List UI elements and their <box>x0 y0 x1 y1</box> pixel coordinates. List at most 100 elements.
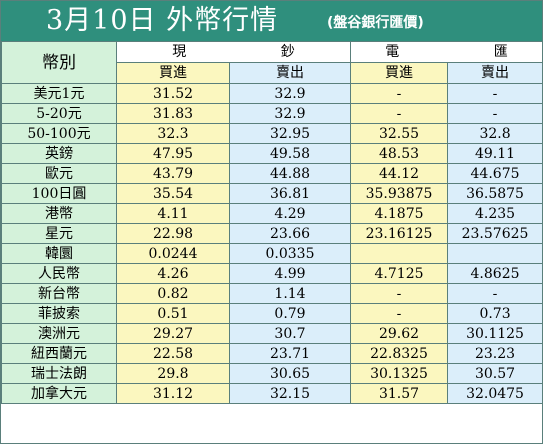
wire-sell-cell: - <box>447 103 543 124</box>
currency-cell: 100日圓 <box>1 183 117 204</box>
cash-sell-header: 賣出 <box>228 62 352 84</box>
currency-cell: 港幣 <box>1 203 117 224</box>
cash-sell-cell: 32.15 <box>228 383 352 404</box>
table-row: 美元1元 31.52 32.9- - <box>1 83 543 104</box>
wire-sell-cell: 30.1125 <box>447 323 543 344</box>
cash-sell-cell: 0.79 <box>228 303 352 324</box>
table-row: 韓圜 0.0244 0.0335 <box>1 243 543 264</box>
cash-buy-header: 買進 <box>116 62 230 84</box>
table-row: 瑞士法朗 29.8 30.65 30.1325 30.57 <box>1 363 543 384</box>
cash-buy-cell: 0.82 <box>116 283 230 304</box>
wire-sell-cell: 32.0475 <box>447 383 543 404</box>
wire-buy-header: 買進 <box>350 62 449 84</box>
title-bar: 3月10日 外幣行情 (盤谷銀行匯價) <box>1 1 542 41</box>
wire-group-header: 電 匯 <box>350 41 543 63</box>
currency-cell: 50-100元 <box>1 123 117 144</box>
cash-sell-cell: 23.71 <box>228 343 352 364</box>
currency-column-header: 幣別 <box>1 41 117 84</box>
wire-buy-cell: - <box>350 283 449 304</box>
wire-sell-cell: 44.675 <box>447 163 543 184</box>
wire-buy-cell: - <box>350 303 449 324</box>
wire-sell-cell: - <box>447 83 543 104</box>
wire-buy-cell: - <box>350 103 449 124</box>
cash-sell-cell: 1.14 <box>228 283 352 304</box>
wire-buy-cell: 4.1875 <box>350 203 449 224</box>
wire-sell-cell: 23.57625 <box>447 223 543 244</box>
cash-sell-cell: 30.65 <box>228 363 352 384</box>
wire-sell-cell: 0.73 <box>447 303 543 324</box>
cash-sell-cell: 49.58 <box>228 143 352 164</box>
cash-sell-cell: 32.95 <box>228 123 352 144</box>
wire-buy-cell: 44.12 <box>350 163 449 184</box>
wire-buy-cell: 31.57 <box>350 383 449 404</box>
table-row: 50-100元 32.3 32.95 32.55 32.8 <box>1 123 543 144</box>
wire-sell-header: 賣出 <box>447 62 543 84</box>
cash-group-label: 現 鈔 <box>172 44 295 60</box>
currency-cell: 歐元 <box>1 163 117 184</box>
cash-buy-cell: 22.58 <box>116 343 230 364</box>
wire-group-label: 電 匯 <box>385 44 508 60</box>
currency-cell: 菲披索 <box>1 303 117 324</box>
header-row-sub: 買進 賣出 買進 賣出 <box>2 62 543 84</box>
wire-sell-cell <box>447 243 543 264</box>
wire-sell-cell: 23.23 <box>447 343 543 364</box>
cash-buy-cell: 31.52 <box>116 83 230 104</box>
cash-buy-cell: 4.26 <box>116 263 230 284</box>
cash-buy-cell: 32.3 <box>116 123 230 144</box>
wire-sell-cell: 36.5875 <box>447 183 543 204</box>
table-row: 港幣 4.11 4.29 4.1875 4.235 <box>1 203 543 224</box>
cash-buy-cell: 43.79 <box>116 163 230 184</box>
cash-buy-cell: 31.12 <box>116 383 230 404</box>
wire-sell-cell: 30.57 <box>447 363 543 384</box>
currency-cell: 美元1元 <box>1 83 117 104</box>
wire-buy-cell: 4.7125 <box>350 263 449 284</box>
currency-cell: 5-20元 <box>1 103 117 124</box>
table-row: 星元 22.98 23.66 23.16125 23.57625 <box>1 223 543 244</box>
currency-cell: 星元 <box>1 223 117 244</box>
currency-cell: 新台幣 <box>1 283 117 304</box>
cash-buy-cell: 47.95 <box>116 143 230 164</box>
table-row: 紐西蘭元 22.58 23.71 22.8325 23.23 <box>1 343 543 364</box>
cash-sell-cell: 32.9 <box>228 83 352 104</box>
wire-sell-cell: 32.8 <box>447 123 543 144</box>
table-row: 100日圓 35.54 36.81 35.93875 36.5875 <box>1 183 543 204</box>
table-row: 人民幣 4.26 4.99 4.7125 4.8625 <box>1 263 543 284</box>
currency-cell: 人民幣 <box>1 263 117 284</box>
cash-sell-cell: 36.81 <box>228 183 352 204</box>
cash-buy-cell: 35.54 <box>116 183 230 204</box>
wire-sell-cell: 4.8625 <box>447 263 543 284</box>
table-row: 英鎊 47.95 49.58 48.53 49.11 <box>1 143 543 164</box>
cash-sell-cell: 4.99 <box>228 263 352 284</box>
cash-sell-cell: 30.7 <box>228 323 352 344</box>
wire-buy-cell: 30.1325 <box>350 363 449 384</box>
table-row: 歐元 43.79 44.88 44.12 44.675 <box>1 163 543 184</box>
table-row: 菲披索 0.51 0.79-0.73 <box>1 303 543 324</box>
cash-group-header: 現 鈔 <box>115 41 352 63</box>
wire-sell-cell: 4.235 <box>447 203 543 224</box>
wire-buy-cell: 29.62 <box>350 323 449 344</box>
table-row: 澳洲元 29.27 30.7 29.62 30.1125 <box>1 323 543 344</box>
cash-buy-cell: 0.51 <box>116 303 230 324</box>
cash-sell-cell: 0.0335 <box>228 243 352 264</box>
currency-cell: 瑞士法朗 <box>1 363 117 384</box>
currency-cell: 韓圜 <box>1 243 117 264</box>
wire-buy-cell: 35.93875 <box>350 183 449 204</box>
cash-buy-cell: 29.8 <box>116 363 230 384</box>
table-row: 新台幣 0.82 1.14- - <box>1 283 543 304</box>
wire-sell-cell: 49.11 <box>447 143 543 164</box>
table-row: 5-20元 31.83 32.9- - <box>1 103 543 124</box>
page-subtitle: (盤谷銀行匯價) <box>327 15 424 31</box>
cash-buy-cell: 4.11 <box>116 203 230 224</box>
cash-sell-cell: 32.9 <box>228 103 352 124</box>
currency-cell: 英鎊 <box>1 143 117 164</box>
cash-buy-cell: 22.98 <box>116 223 230 244</box>
wire-buy-cell: 32.55 <box>350 123 449 144</box>
wire-buy-cell <box>350 243 449 264</box>
currency-cell: 紐西蘭元 <box>1 343 117 364</box>
cash-sell-cell: 44.88 <box>228 163 352 184</box>
cash-buy-cell: 29.27 <box>116 323 230 344</box>
currency-cell: 澳洲元 <box>1 323 117 344</box>
wire-buy-cell: 23.16125 <box>350 223 449 244</box>
page-title: 3月10日 外幣行情 <box>46 5 279 36</box>
